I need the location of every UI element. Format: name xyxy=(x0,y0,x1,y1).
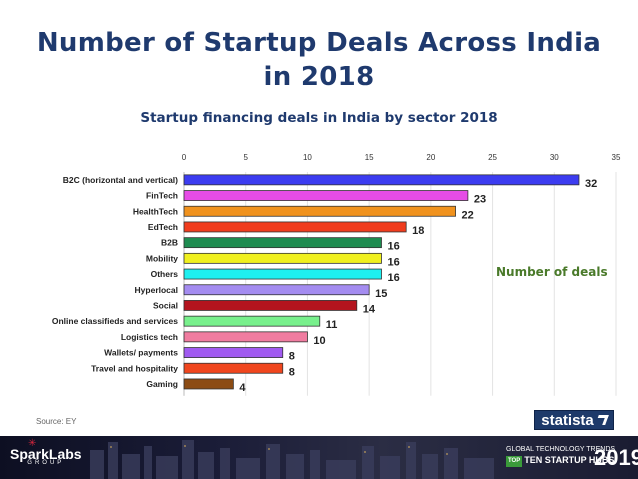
footer-line1: GLOBAL TECHNOLOGY TRENDS xyxy=(506,446,616,453)
data-label: 10 xyxy=(313,335,325,347)
category-label: Logistics tech xyxy=(121,332,178,342)
bar xyxy=(183,362,284,374)
bar xyxy=(183,268,382,280)
bar-chart: 0 5 10 15 20 25 30 35 B2C (horizontal and vertic… xyxy=(52,153,621,396)
x-tick-label: 25 xyxy=(488,153,497,162)
data-label: 32 xyxy=(585,178,597,190)
category-label: Online classifieds and services xyxy=(52,316,178,326)
data-label: 16 xyxy=(387,241,399,253)
x-tick-label: 0 xyxy=(182,153,187,162)
category-label: B2C (horizontal and vertical) xyxy=(63,175,178,185)
statista-logo-text: statista xyxy=(541,412,594,429)
x-tick-label: 35 xyxy=(612,153,621,162)
x-tick-label: 15 xyxy=(365,153,374,162)
x-tick-label: 5 xyxy=(243,153,248,162)
category-label: EdTech xyxy=(148,222,178,232)
data-label: 11 xyxy=(326,319,338,331)
bar xyxy=(183,190,469,201)
bar xyxy=(183,174,580,186)
footer-trends: GLOBAL TECHNOLOGY TRENDS TOP TEN STARTUP … xyxy=(506,444,615,467)
data-label: 23 xyxy=(474,194,486,206)
data-label: 16 xyxy=(387,256,399,268)
data-label: 15 xyxy=(375,288,387,300)
footer-banner: ✳ SparkLabs GROUP GLOBAL TECHNOLOGY TREN… xyxy=(0,436,638,479)
bar xyxy=(183,237,382,249)
data-label: 4 xyxy=(239,382,246,394)
data-label: 8 xyxy=(289,366,295,378)
bar xyxy=(183,284,370,296)
category-label: FinTech xyxy=(146,191,178,201)
statista-logo: statista xyxy=(534,410,614,430)
statista-logo-icon xyxy=(594,415,609,425)
data-label: 22 xyxy=(462,209,474,221)
spark-icon: ✳ xyxy=(28,438,37,449)
page-title-line2: in 2018 xyxy=(263,62,375,92)
bar xyxy=(183,252,382,264)
data-label: 8 xyxy=(289,351,295,363)
brand-sub: GROUP xyxy=(27,460,65,466)
bar xyxy=(183,331,308,343)
data-label: 14 xyxy=(363,303,376,315)
footer-year: 2019 xyxy=(594,445,638,470)
x-tick-label: 10 xyxy=(303,153,312,162)
category-label: Hyperlocal xyxy=(135,285,178,295)
category-label: Gaming xyxy=(146,379,178,389)
data-label: 18 xyxy=(412,225,424,237)
source-note: Source: EY xyxy=(36,417,77,426)
category-label: Wallets/ payments xyxy=(104,348,178,358)
legend-label: Number of deals xyxy=(496,265,608,279)
data-label: 16 xyxy=(387,272,399,284)
sparklabs-logo: SparkLabs GROUP xyxy=(10,446,82,466)
bar xyxy=(183,315,321,327)
page-title: Number of Startup Deals Across India in … xyxy=(0,26,638,94)
bar xyxy=(183,378,234,390)
category-label: Travel and hospitality xyxy=(91,363,178,373)
category-label: Others xyxy=(151,269,179,279)
bar xyxy=(183,221,407,233)
category-label: HealthTech xyxy=(133,206,178,216)
category-label: Mobility xyxy=(146,253,178,263)
footer-line2: TEN STARTUP HUBS xyxy=(524,455,615,465)
x-tick-label: 30 xyxy=(550,153,559,162)
page-title-line1: Number of Startup Deals Across India xyxy=(36,28,602,58)
brand-name: SparkLabs xyxy=(10,446,82,462)
bar xyxy=(183,300,358,311)
bar xyxy=(183,205,456,217)
x-tick-label: 20 xyxy=(426,153,435,162)
bar xyxy=(183,347,284,358)
footer-badge: TOP xyxy=(506,456,523,467)
city-skyline-image xyxy=(90,440,494,479)
category-label: B2B xyxy=(161,238,178,248)
chart-title: Startup financing deals in India by sect… xyxy=(140,110,498,126)
category-label: Social xyxy=(153,300,178,310)
